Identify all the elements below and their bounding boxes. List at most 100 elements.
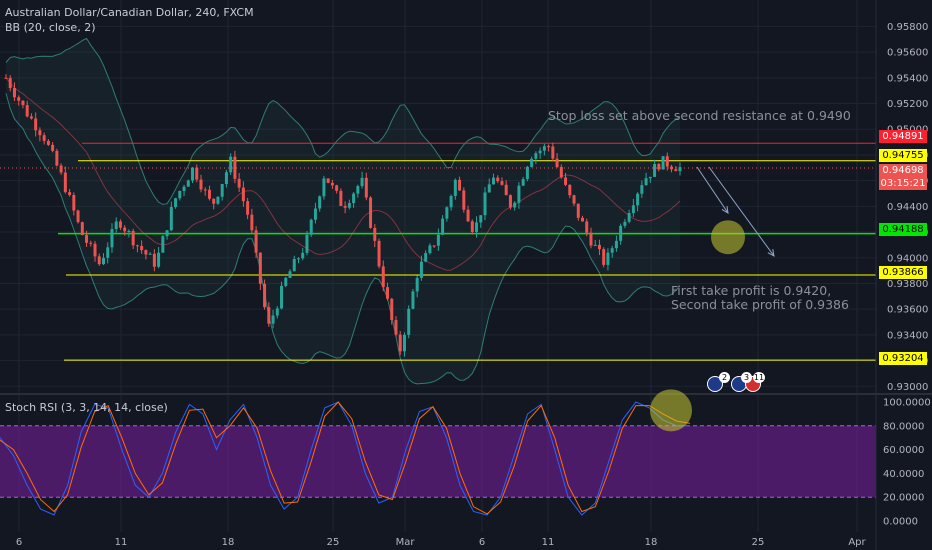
candle-body: [407, 308, 411, 335]
candle-body: [207, 189, 211, 199]
candle-body: [335, 185, 339, 191]
candle-body: [415, 277, 419, 292]
economic-events[interactable]: 2 3 11: [707, 372, 765, 392]
candle-body: [653, 164, 657, 177]
candle-body: [326, 178, 330, 183]
candle-body: [169, 207, 173, 231]
candle-body: [665, 156, 669, 167]
candle-body: [17, 97, 21, 101]
stoch-tick-label: 20.0000: [883, 493, 924, 504]
candle-body: [292, 258, 296, 272]
candle-body: [131, 231, 135, 246]
time-tick-label: 25: [327, 537, 340, 548]
bollinger-basis: [5, 77, 681, 271]
candle-body: [521, 179, 525, 186]
symbol-legend[interactable]: Australian Dollar/Canadian Dollar, 240, …: [5, 6, 254, 19]
time-tick-label: 11: [115, 537, 128, 548]
candle-body: [386, 287, 390, 299]
candle-body: [436, 234, 440, 246]
event-badge[interactable]: 3: [741, 372, 752, 383]
candle-body: [216, 196, 220, 204]
candle-body: [97, 256, 101, 265]
stop-loss-note: Stop loss set above second resistance at…: [548, 108, 851, 123]
arrow-line: [696, 166, 729, 214]
price-tick-label: 0.95800: [887, 22, 928, 33]
candle-body: [89, 242, 93, 244]
stoch-highlight-circle: [650, 389, 692, 432]
candle-body: [250, 214, 254, 231]
candle-body: [178, 190, 182, 199]
price-tag-support: 0.93204: [879, 352, 927, 365]
candle-body: [237, 178, 241, 188]
stoch-tick-label: 100.0000: [883, 398, 931, 409]
candle-body: [513, 202, 517, 208]
candle-body: [483, 192, 487, 216]
candle-body: [614, 240, 618, 249]
candle-body: [152, 253, 156, 267]
candle-body: [182, 186, 186, 191]
price-tick-label: 0.94000: [887, 253, 928, 264]
time-tick-label: 6: [479, 537, 485, 548]
bollinger-fill: [6, 38, 680, 384]
candle-body: [68, 192, 72, 196]
candle-body: [148, 253, 152, 255]
bb-legend[interactable]: BB (20, close, 2): [5, 21, 96, 34]
candle-body: [487, 184, 491, 193]
candle-body: [114, 221, 118, 230]
candle-body: [280, 285, 284, 309]
time-tick-label: Apr: [848, 537, 866, 548]
candle-body: [678, 167, 682, 172]
time-tick-label: Mar: [396, 537, 416, 548]
event-badge[interactable]: 11: [753, 372, 765, 383]
time-tick-label: 6: [16, 537, 22, 548]
candle-body: [157, 252, 161, 267]
stoch-legend[interactable]: Stoch RSI (3, 3, 14, 14, close): [5, 401, 168, 414]
candle-body: [661, 156, 665, 170]
candle-body: [517, 185, 521, 203]
candle-body: [491, 177, 495, 185]
candle-body: [419, 261, 423, 278]
price-tick-label: 0.94400: [887, 202, 928, 213]
candle-body: [296, 258, 300, 260]
candle-body: [199, 179, 203, 190]
candle-body: [589, 232, 593, 246]
stoch-line: [0, 401, 691, 515]
candle-body: [394, 320, 398, 335]
candle-body: [364, 177, 368, 198]
stoch-band: [0, 425, 876, 498]
candle-body: [305, 234, 309, 253]
countdown-tag: 03:15:21: [879, 177, 927, 190]
candle-body: [470, 221, 474, 232]
price-tick-label: 0.93800: [887, 279, 928, 290]
take-profit-note-1: First take profit is 0.9420,: [671, 283, 832, 298]
candle-body: [161, 236, 165, 253]
candle-body: [212, 198, 216, 204]
stoch-tick-label: 0.0000: [883, 517, 918, 528]
take-profit-note-2: Second take profit of 0.9386: [671, 297, 849, 312]
candle-body: [123, 227, 127, 232]
stoch-line: [0, 401, 690, 516]
candle-body: [508, 195, 512, 208]
candle-body: [203, 189, 207, 191]
candle-body: [21, 100, 25, 106]
candle-body: [479, 215, 483, 223]
candle-body: [555, 158, 559, 168]
candle-body: [538, 150, 542, 154]
stoch-tick-label: 60.0000: [883, 445, 924, 456]
stoch-tick-label: 80.0000: [883, 421, 924, 432]
candle-body: [301, 252, 305, 259]
candle-body: [76, 210, 80, 223]
price-tick-label: 0.93400: [887, 330, 928, 341]
candle-body: [602, 249, 606, 265]
event-badge[interactable]: 2: [719, 372, 730, 383]
candle-body: [373, 227, 377, 241]
candle-body: [631, 205, 635, 214]
candle-body: [165, 230, 169, 237]
candle-body: [606, 252, 610, 265]
candle-body: [59, 165, 63, 173]
price-tick-label: 0.93600: [887, 305, 928, 316]
candle-body: [118, 221, 122, 228]
candle-body: [229, 156, 233, 173]
